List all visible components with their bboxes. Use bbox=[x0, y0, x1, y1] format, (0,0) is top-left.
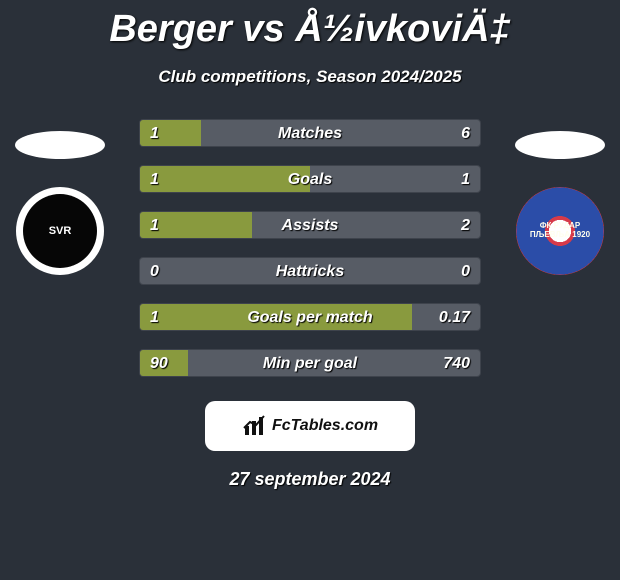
watermark-pill[interactable]: FcTables.com bbox=[205, 401, 415, 451]
stat-bar: 11Goals bbox=[139, 165, 481, 193]
left-flag-icon bbox=[15, 131, 105, 159]
stat-label: Goals bbox=[140, 166, 480, 194]
left-club-badge: SVR bbox=[16, 187, 104, 275]
stat-bar: 12Assists bbox=[139, 211, 481, 239]
stat-label: Assists bbox=[140, 212, 480, 240]
left-team-column: SVR bbox=[0, 119, 120, 275]
stat-label: Goals per match bbox=[140, 304, 480, 332]
right-flag-icon bbox=[515, 131, 605, 159]
stat-label: Matches bbox=[140, 120, 480, 148]
page-title: Berger vs Å½ivkoviÄ‡ bbox=[0, 0, 620, 51]
page-subtitle: Club competitions, Season 2024/2025 bbox=[0, 67, 620, 87]
stat-label: Min per goal bbox=[140, 350, 480, 378]
comparison-panel: SVR ФК РУДАР ПЉЕВЉА 1920 16Matches 11Goal… bbox=[0, 119, 620, 490]
stat-bar: 90740Min per goal bbox=[139, 349, 481, 377]
left-club-badge-text: SVR bbox=[23, 194, 97, 268]
stats-bar-list: 16Matches 11Goals 12Assists 00Hattricks 10.1… bbox=[139, 119, 481, 377]
stat-bar: 00Hattricks bbox=[139, 257, 481, 285]
stat-bar: 10.17Goals per match bbox=[139, 303, 481, 331]
stat-label: Hattricks bbox=[140, 258, 480, 286]
right-team-column: ФК РУДАР ПЉЕВЉА 1920 bbox=[500, 119, 620, 275]
right-club-badge: ФК РУДАР ПЉЕВЉА 1920 bbox=[516, 187, 604, 275]
watermark-text: FcTables.com bbox=[272, 417, 378, 435]
chart-logo-icon bbox=[242, 414, 266, 438]
stat-bar: 16Matches bbox=[139, 119, 481, 147]
snapshot-date: 27 september 2024 bbox=[0, 469, 620, 490]
right-club-badge-text: ФК РУДАР ПЉЕВЉА 1920 bbox=[522, 222, 598, 240]
